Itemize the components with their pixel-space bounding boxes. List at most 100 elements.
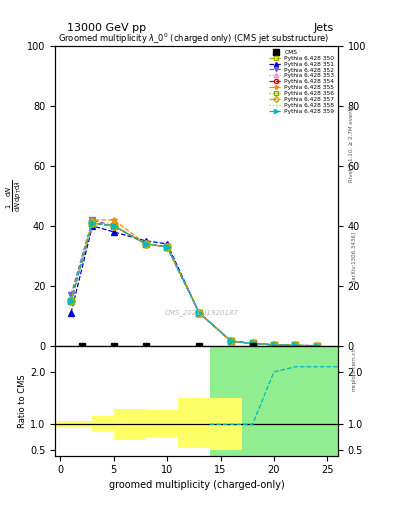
Text: [arXiv:1306.3436]: [arXiv:1306.3436] (351, 231, 356, 281)
Pythia 6.428 350 (250, 340, 255, 347)
Pythia 6.428 353 (197, 310, 202, 316)
Pythia 6.428 352 (90, 217, 95, 223)
Pythia 6.428 358 (293, 343, 298, 349)
Pythia 6.428 351 (165, 241, 169, 247)
Pythia 6.428 355 (250, 340, 255, 347)
Pythia 6.428 351 (111, 229, 116, 235)
Pythia 6.428 357 (197, 310, 202, 316)
Pythia 6.428 358 (272, 342, 276, 348)
Pythia 6.428 355 (229, 338, 233, 345)
Pythia 6.428 354 (250, 340, 255, 347)
Pythia 6.428 357 (165, 244, 169, 250)
Text: CMS_2021_I1920187: CMS_2021_I1920187 (165, 309, 239, 316)
Line: Pythia 6.428 351: Pythia 6.428 351 (68, 223, 320, 348)
Pythia 6.428 353 (293, 343, 298, 349)
Pythia 6.428 354 (293, 343, 298, 349)
Pythia 6.428 359 (143, 241, 148, 247)
Pythia 6.428 357 (293, 343, 298, 349)
Pythia 6.428 350 (111, 223, 116, 229)
Y-axis label: Ratio to CMS: Ratio to CMS (18, 374, 27, 428)
Pythia 6.428 352 (229, 338, 233, 345)
Pythia 6.428 355 (293, 343, 298, 349)
Pythia 6.428 353 (229, 338, 233, 345)
Pythia 6.428 356 (272, 342, 276, 348)
Pythia 6.428 351 (272, 342, 276, 348)
Pythia 6.428 357 (272, 342, 276, 348)
Pythia 6.428 356 (165, 244, 169, 250)
Pythia 6.428 351 (143, 238, 148, 244)
Line: Pythia 6.428 354: Pythia 6.428 354 (68, 220, 320, 348)
Pythia 6.428 359 (293, 343, 298, 349)
Pythia 6.428 358 (250, 340, 255, 347)
Line: Pythia 6.428 358: Pythia 6.428 358 (71, 223, 317, 346)
Pythia 6.428 356 (314, 343, 319, 349)
Pythia 6.428 354 (111, 223, 116, 229)
Pythia 6.428 356 (293, 343, 298, 349)
Line: Pythia 6.428 355: Pythia 6.428 355 (68, 217, 320, 348)
Pythia 6.428 355 (143, 241, 148, 247)
Pythia 6.428 359 (272, 342, 276, 348)
Pythia 6.428 359 (250, 340, 255, 347)
Pythia 6.428 350 (143, 241, 148, 247)
Text: mcplots.cern.ch: mcplots.cern.ch (351, 347, 356, 391)
Pythia 6.428 350 (69, 298, 73, 304)
Pythia 6.428 359 (165, 244, 169, 250)
Pythia 6.428 353 (69, 298, 73, 304)
Pythia 6.428 350 (293, 343, 298, 349)
Line: Pythia 6.428 357: Pythia 6.428 357 (68, 220, 320, 348)
Pythia 6.428 352 (111, 223, 116, 229)
Pythia 6.428 358 (111, 223, 116, 229)
Text: Rivet 3.1.10, ≥ 2.7M events: Rivet 3.1.10, ≥ 2.7M events (349, 105, 354, 182)
Pythia 6.428 353 (143, 241, 148, 247)
Pythia 6.428 358 (90, 220, 95, 226)
Text: 13000 GeV pp: 13000 GeV pp (67, 23, 146, 33)
Y-axis label: $\frac{1}{\mathrm{d}N}\frac{\mathrm{d}N}{\mathrm{d}p_T\mathrm{d}\lambda}$: $\frac{1}{\mathrm{d}N}\frac{\mathrm{d}N}… (5, 180, 24, 212)
Pythia 6.428 358 (229, 338, 233, 345)
Pythia 6.428 351 (229, 338, 233, 345)
Pythia 6.428 352 (272, 342, 276, 348)
Pythia 6.428 350 (229, 338, 233, 345)
Pythia 6.428 351 (69, 310, 73, 316)
Pythia 6.428 352 (165, 244, 169, 250)
Pythia 6.428 353 (272, 342, 276, 348)
Pythia 6.428 352 (197, 310, 202, 316)
Pythia 6.428 351 (90, 223, 95, 229)
Pythia 6.428 356 (90, 220, 95, 226)
Pythia 6.428 351 (197, 310, 202, 316)
Pythia 6.428 358 (314, 343, 319, 349)
Pythia 6.428 353 (314, 343, 319, 349)
Pythia 6.428 359 (69, 298, 73, 304)
Line: Pythia 6.428 350: Pythia 6.428 350 (68, 220, 320, 348)
Legend: CMS, Pythia 6.428 350, Pythia 6.428 351, Pythia 6.428 352, Pythia 6.428 353, Pyt: CMS, Pythia 6.428 350, Pythia 6.428 351,… (267, 47, 337, 117)
Pythia 6.428 354 (229, 338, 233, 345)
Pythia 6.428 356 (250, 340, 255, 347)
Pythia 6.428 355 (69, 298, 73, 304)
Pythia 6.428 353 (165, 244, 169, 250)
Pythia 6.428 356 (197, 310, 202, 316)
Pythia 6.428 354 (272, 342, 276, 348)
Pythia 6.428 358 (69, 298, 73, 304)
Pythia 6.428 354 (143, 241, 148, 247)
Pythia 6.428 353 (90, 220, 95, 226)
Pythia 6.428 351 (250, 340, 255, 347)
Pythia 6.428 350 (272, 342, 276, 348)
Pythia 6.428 350 (197, 310, 202, 316)
Pythia 6.428 358 (165, 244, 169, 250)
Pythia 6.428 359 (111, 223, 116, 229)
Pythia 6.428 354 (90, 220, 95, 226)
Pythia 6.428 352 (293, 343, 298, 349)
Pythia 6.428 355 (165, 244, 169, 250)
Pythia 6.428 356 (69, 298, 73, 304)
Pythia 6.428 359 (314, 343, 319, 349)
Pythia 6.428 353 (250, 340, 255, 347)
Pythia 6.428 350 (165, 244, 169, 250)
Line: Pythia 6.428 353: Pythia 6.428 353 (68, 220, 320, 348)
Pythia 6.428 353 (111, 223, 116, 229)
Line: Pythia 6.428 356: Pythia 6.428 356 (68, 220, 320, 348)
Pythia 6.428 357 (250, 340, 255, 347)
Pythia 6.428 355 (197, 310, 202, 316)
Pythia 6.428 355 (90, 217, 95, 223)
Pythia 6.428 352 (250, 340, 255, 347)
Pythia 6.428 357 (143, 241, 148, 247)
Pythia 6.428 358 (143, 241, 148, 247)
